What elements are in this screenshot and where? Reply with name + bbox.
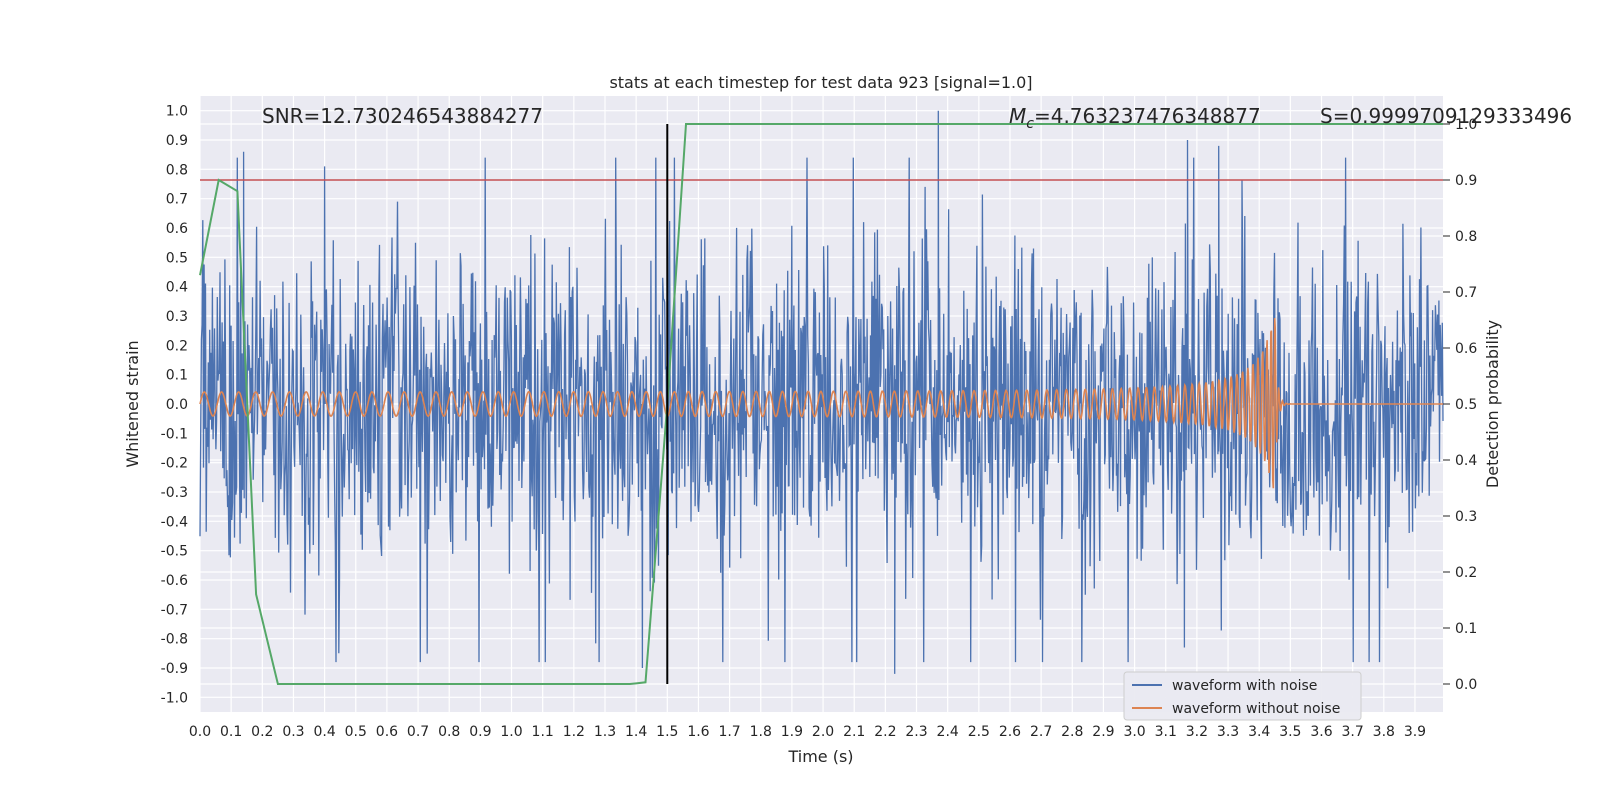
y2-tick-label: 0.5	[1455, 397, 1477, 413]
y2-tick-label: 0.4	[1455, 453, 1477, 469]
x-tick-label: 3.2	[1186, 724, 1208, 740]
x-tick-label: 1.7	[718, 724, 740, 740]
y2-tick-label: 0.2	[1455, 565, 1477, 581]
x-axis-label: Time (s)	[787, 747, 853, 766]
y-tick-label: 0.8	[166, 162, 188, 178]
x-tick-label: 0.9	[469, 724, 491, 740]
x-tick-label: 3.8	[1373, 724, 1395, 740]
x-tick-label: 0.5	[345, 724, 367, 740]
ticks-layer: 0.0 0.1 0.2 0.3 0.4 0.5 0.6 0.7 0.8 0.9 1.0 1.1 1.2 1…	[161, 104, 1478, 740]
x-tick-label: 2.9	[1092, 724, 1114, 740]
y-tick-label: -0.8	[161, 632, 188, 648]
x-tick-label: 3.3	[1217, 724, 1239, 740]
x-tick-label: 2.0	[812, 724, 834, 740]
x-tick-label: 3.9	[1404, 724, 1426, 740]
y2-tick-label: 0.7	[1455, 285, 1477, 301]
y-tick-label: -0.5	[161, 544, 188, 560]
x-tick-label: 0.4	[313, 724, 335, 740]
x-tick-label: 1.5	[656, 724, 678, 740]
x-tick-label: 1.9	[781, 724, 803, 740]
x-tick-label: 0.1	[220, 724, 242, 740]
y-tick-label: -0.4	[161, 514, 188, 530]
x-tick-label: 2.4	[937, 724, 959, 740]
x-tick-label: 2.7	[1030, 724, 1052, 740]
x-tick-label: 3.7	[1342, 724, 1364, 740]
y2-axis-label: Detection probability	[1483, 320, 1502, 488]
legend: waveform with noise waveform without noi…	[1123, 671, 1362, 721]
x-tick-label: 3.0	[1123, 724, 1145, 740]
y-tick-label: 0.3	[166, 309, 188, 325]
y-tick-label: -0.9	[161, 661, 188, 677]
x-tick-label: 0.7	[407, 724, 429, 740]
y-axis-label: Whitened strain	[123, 340, 142, 467]
legend-box	[1123, 671, 1362, 721]
x-tick-label: 0.6	[376, 724, 398, 740]
x-tick-label: 3.6	[1310, 724, 1332, 740]
y2-tick-label: 0.9	[1455, 173, 1477, 189]
y2-tick-label: 1.0	[1455, 117, 1477, 133]
y-tick-label: -0.3	[161, 485, 188, 501]
y-tick-label: 0.1	[166, 368, 188, 384]
y2-tick-label: 0.3	[1455, 509, 1477, 525]
y-tick-label: 0.9	[166, 133, 188, 149]
y-tick-label: 1.0	[166, 104, 188, 120]
x-tick-label: 0.0	[189, 724, 211, 740]
x-tick-label: 2.2	[874, 724, 896, 740]
x-tick-label: 1.1	[532, 724, 554, 740]
x-tick-label: 3.4	[1248, 724, 1270, 740]
x-tick-label: 2.3	[905, 724, 927, 740]
series-waveform-without-noise	[199, 318, 1443, 489]
detection-statistic-annotation: S=0.9999709129333496	[1320, 104, 1572, 128]
x-tick-label: 0.2	[251, 724, 273, 740]
y-tick-label: 0.6	[166, 221, 188, 237]
x-tick-label: 2.6	[999, 724, 1021, 740]
y2-tick-label: 0.0	[1455, 677, 1477, 693]
series-detection-probability	[199, 123, 1443, 685]
x-tick-label: 2.1	[843, 724, 865, 740]
snr-annotation: SNR=12.730246543884277	[262, 104, 543, 128]
x-tick-label: 3.5	[1279, 724, 1301, 740]
y2-tick-label: 0.1	[1455, 621, 1477, 637]
y-tick-label: 0.4	[166, 280, 188, 296]
legend-label-noise: waveform with noise	[1172, 678, 1317, 694]
legend-label-clean: waveform without noise	[1172, 701, 1340, 717]
x-tick-label: 0.3	[282, 724, 304, 740]
x-tick-label: 1.0	[500, 724, 522, 740]
x-tick-label: 1.2	[563, 724, 585, 740]
x-tick-label: 2.5	[968, 724, 990, 740]
y-tick-label: -0.6	[161, 573, 188, 589]
y-tick-label: -0.7	[161, 602, 188, 618]
y-tick-label: -0.2	[161, 456, 188, 472]
series-layer	[199, 110, 1444, 685]
x-tick-label: 2.8	[1061, 724, 1083, 740]
y-tick-label: -1.0	[161, 690, 188, 706]
x-tick-label: 1.3	[594, 724, 616, 740]
chirp-mass-annotation: Mc=4.763237476348877	[1009, 104, 1261, 132]
x-tick-label: 0.8	[438, 724, 460, 740]
y2-tick-label: 0.8	[1455, 229, 1477, 245]
y-tick-label: 0.5	[166, 250, 188, 266]
x-tick-label: 1.8	[750, 724, 772, 740]
y-tick-label: 0.7	[166, 192, 188, 208]
x-tick-label: 1.4	[625, 724, 647, 740]
y-tick-label: -0.1	[161, 426, 188, 442]
chart-title: stats at each timestep for test data 923…	[609, 73, 1032, 92]
y-tick-label: 0.2	[166, 338, 188, 354]
y-tick-label: 0.0	[166, 397, 188, 413]
x-tick-label: 3.1	[1155, 724, 1177, 740]
y2-tick-label: 0.6	[1455, 341, 1477, 357]
x-tick-label: 1.6	[687, 724, 709, 740]
